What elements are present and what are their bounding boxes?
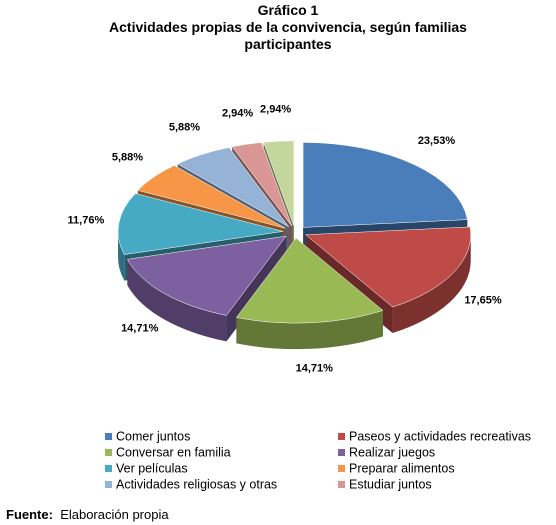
legend-swatch (105, 433, 112, 440)
pie-slice (126, 235, 287, 316)
chart-subtitle: Actividades propias de la convivencia, s… (109, 19, 467, 52)
legend-swatch (105, 481, 112, 488)
legend-label: Actividades religiosas y otras (116, 477, 277, 491)
slice-side (127, 259, 227, 342)
data-label: 5,88% (112, 152, 143, 164)
legend-label: Realizar juegos (349, 445, 435, 459)
slice-side (392, 234, 471, 334)
data-label: 2,94% (260, 103, 291, 115)
legend-swatch (105, 465, 112, 472)
pie-slice (263, 140, 295, 226)
pie-slice (305, 226, 471, 308)
data-label: 17,65% (464, 295, 502, 307)
data-label: 14,71% (296, 362, 334, 374)
chart-header: Gráfico 1 Actividades propias de la conv… (88, 2, 488, 53)
legend-label: Comer juntos (116, 429, 190, 443)
legend-swatch (338, 433, 345, 440)
pie-slice (231, 142, 292, 227)
legend-label: Conversar en familia (116, 445, 231, 459)
pie-slice (302, 142, 468, 228)
legend-label: Estudiar juntos (349, 477, 432, 491)
legend-label: Preparar alimentos (349, 461, 455, 475)
pie-slice (235, 237, 384, 324)
chart-title: Gráfico 1 (257, 2, 319, 18)
legend-swatch (338, 481, 345, 488)
chart: 23,53% 17,65% 14,71% 14,71% 11,76% 5,88% 5,88%… (68, 103, 531, 491)
data-label: 11,76% (68, 214, 105, 226)
source-note: Fuente: Elaboración propia (6, 507, 169, 522)
source-text: Elaboración propia (60, 507, 169, 522)
legend-label: Ver películas (116, 461, 188, 475)
pie-slice (137, 165, 286, 229)
legend-swatch (338, 465, 345, 472)
pie-slice (117, 193, 284, 255)
source-label: Fuente: (6, 507, 53, 522)
slice-side (236, 310, 383, 350)
legend-label: Paseos y actividades recreativas (349, 429, 531, 443)
data-label: 23,53% (418, 135, 456, 147)
data-label: 14,71% (121, 323, 159, 335)
legend-swatch (338, 449, 345, 456)
data-label: 5,88% (169, 121, 200, 133)
data-label: 2,94% (222, 108, 253, 120)
legend-swatch (105, 449, 112, 456)
pie-slice (177, 147, 289, 227)
